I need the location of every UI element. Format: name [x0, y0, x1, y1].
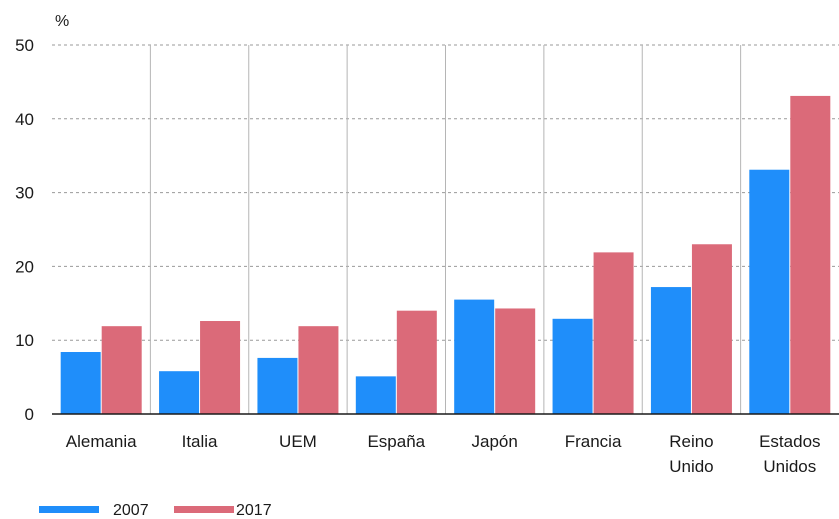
legend-swatch-2017	[174, 506, 234, 513]
bar-2007-italia	[159, 371, 200, 414]
x-category-label: Estados	[759, 432, 820, 451]
y-tick-label: 30	[15, 184, 34, 203]
x-category-label: Unido	[669, 457, 713, 476]
bar-2017-japón	[495, 308, 536, 414]
bar-2017-reino-unido	[691, 244, 732, 414]
bar-2007-japón	[454, 299, 495, 414]
bar-2017-estados-unidos	[790, 95, 831, 414]
axis-layer: % 0 10 20 30 40 50 Alemania Italia UEM España Japó…	[15, 13, 839, 476]
y-tick-label: 0	[25, 405, 34, 424]
legend: 2007 2017	[39, 502, 272, 519]
x-category-label: Francia	[565, 432, 622, 451]
x-category-label: Japón	[472, 432, 518, 451]
bars-layer	[60, 95, 831, 414]
x-category-label: Italia	[182, 432, 218, 451]
bar-2017-francia	[593, 252, 634, 414]
x-category-label: UEM	[279, 432, 317, 451]
bar-2007-españa	[355, 376, 396, 414]
y-tick-label: 40	[15, 110, 34, 129]
x-category-label: Unidos	[763, 457, 816, 476]
bar-2007-estados-unidos	[749, 169, 790, 414]
x-category-label: Alemania	[66, 432, 137, 451]
y-axis-unit-label: %	[55, 13, 69, 30]
y-tick-label: 20	[15, 257, 34, 276]
bar-2017-italia	[200, 321, 241, 414]
legend-label-2007: 2007	[113, 502, 149, 519]
x-category-label: Reino	[669, 432, 713, 451]
bar-2007-reino-unido	[650, 287, 691, 414]
y-tick-label: 10	[15, 331, 34, 350]
bar-2017-españa	[396, 310, 437, 414]
x-category-label: España	[367, 432, 425, 451]
bar-2007-uem	[257, 357, 298, 414]
y-tick-label: 50	[15, 36, 34, 55]
bar-2007-francia	[552, 318, 593, 414]
bar-2007-alemania	[60, 352, 101, 414]
legend-swatch-2007	[39, 506, 99, 513]
legend-label-2017: 2017	[236, 502, 272, 519]
bar-2017-alemania	[101, 326, 142, 414]
bar-2017-uem	[298, 326, 339, 414]
